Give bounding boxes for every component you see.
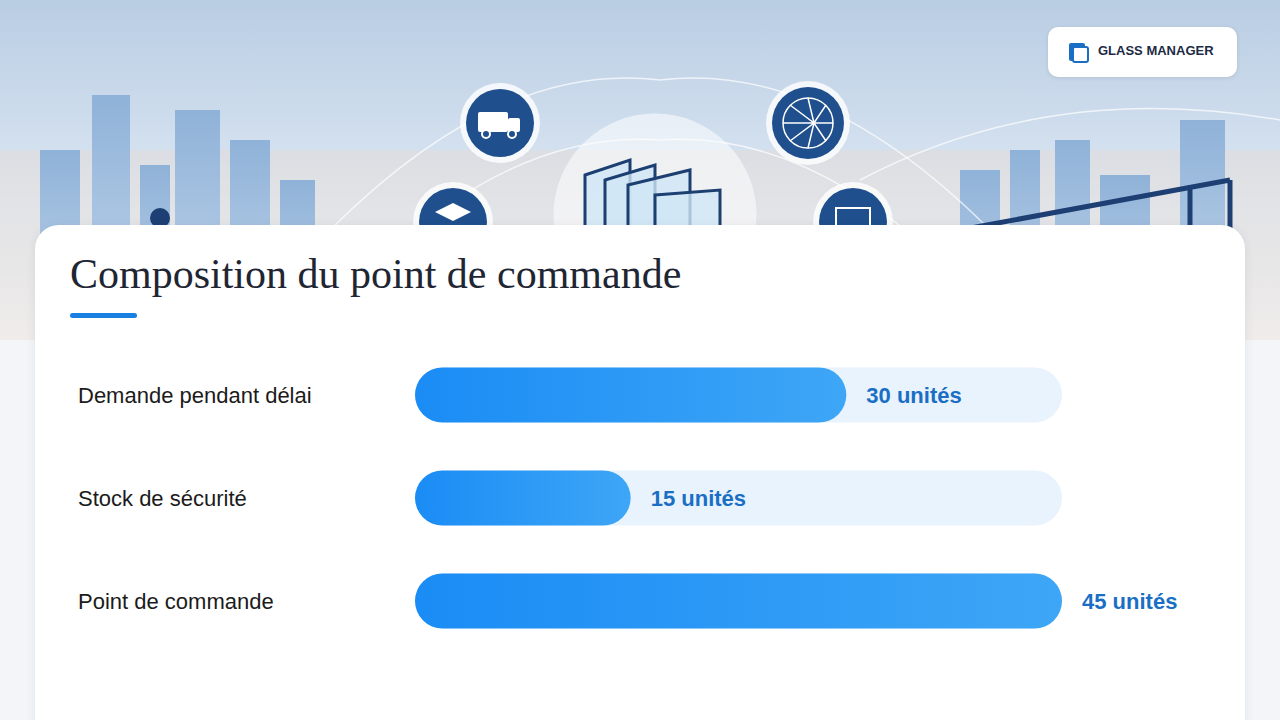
svg-text:Demande pendant délai: Demande pendant délai [78, 383, 312, 408]
svg-text:30 unités: 30 unités [866, 383, 961, 408]
html-text:GLASS MANAGER: GLASS MANAGER [1098, 43, 1214, 58]
svg-text:45 unités: 45 unités [1082, 589, 1177, 614]
svg-text:Point de commande: Point de commande [78, 589, 274, 614]
svg-text:15 unités: 15 unités [651, 486, 746, 511]
html-text:Composition du point de comman: Composition du point de commande [70, 251, 682, 297]
svg-text:Stock de sécurité: Stock de sécurité [78, 486, 247, 511]
